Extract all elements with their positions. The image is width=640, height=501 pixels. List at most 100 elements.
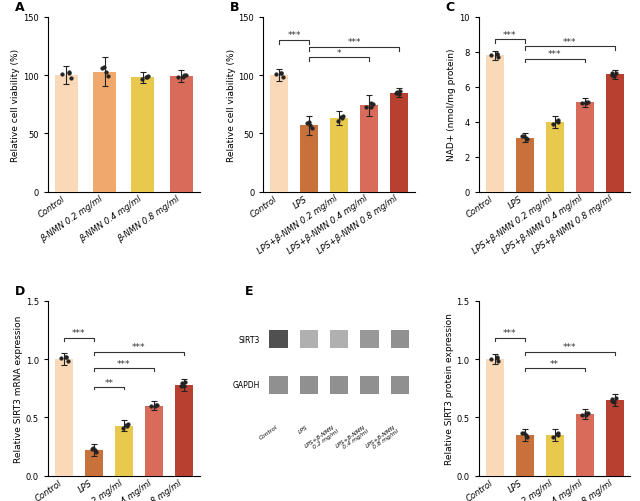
Point xyxy=(396,88,406,96)
Point xyxy=(607,72,617,80)
Text: *: * xyxy=(337,49,342,58)
Bar xyxy=(360,106,378,192)
Point xyxy=(337,115,348,123)
Point xyxy=(552,431,563,439)
Bar xyxy=(330,376,348,394)
Point xyxy=(609,398,620,406)
Text: ***: *** xyxy=(348,38,361,47)
Text: **: ** xyxy=(104,378,113,387)
Text: LPS+β-NMN
0.2 mg/ml: LPS+β-NMN 0.2 mg/ml xyxy=(304,423,339,452)
Point xyxy=(92,448,102,456)
Point xyxy=(307,125,317,133)
Point xyxy=(179,383,189,391)
Text: C: C xyxy=(445,1,454,14)
Point xyxy=(173,74,183,82)
Point xyxy=(63,357,73,365)
Point xyxy=(101,69,111,77)
Bar xyxy=(170,77,193,192)
Point xyxy=(607,397,617,405)
Text: ***: *** xyxy=(287,31,301,40)
Bar xyxy=(605,75,623,192)
Bar xyxy=(545,435,564,476)
Point xyxy=(99,64,109,72)
Point xyxy=(366,100,376,108)
Point xyxy=(178,74,188,82)
Text: B: B xyxy=(230,1,239,14)
Point xyxy=(121,421,131,429)
Point xyxy=(522,136,532,144)
Point xyxy=(581,411,591,419)
Y-axis label: Relative SIRT3 mRNA expression: Relative SIRT3 mRNA expression xyxy=(14,315,23,462)
Point xyxy=(581,100,591,108)
Bar xyxy=(360,331,379,348)
Point xyxy=(177,380,187,388)
Point xyxy=(57,71,67,79)
Point xyxy=(122,422,132,430)
Point xyxy=(520,431,531,439)
Point xyxy=(519,429,529,437)
Point xyxy=(64,70,74,78)
Point xyxy=(493,54,504,62)
Point xyxy=(392,88,402,96)
Bar xyxy=(93,72,116,192)
Bar xyxy=(516,138,534,192)
Bar xyxy=(300,376,318,394)
Point xyxy=(88,444,99,452)
Point xyxy=(333,117,343,125)
Text: **: ** xyxy=(550,359,559,368)
Bar xyxy=(391,376,409,394)
Point xyxy=(609,73,620,81)
Bar xyxy=(269,376,287,394)
Point xyxy=(577,100,587,108)
Point xyxy=(548,121,559,129)
Point xyxy=(492,354,502,362)
Text: LPS+β-NMN
0.4 mg/ml: LPS+β-NMN 0.4 mg/ml xyxy=(335,423,369,452)
Point xyxy=(176,382,186,390)
Point xyxy=(61,354,71,362)
Point xyxy=(276,70,287,78)
Bar xyxy=(131,78,154,192)
Bar xyxy=(270,76,288,192)
Bar xyxy=(486,359,504,476)
Text: D: D xyxy=(15,284,25,297)
Text: ***: *** xyxy=(132,343,145,352)
Point xyxy=(581,98,591,106)
Point xyxy=(152,401,163,409)
Point xyxy=(150,401,161,409)
Bar xyxy=(360,376,379,394)
Point xyxy=(492,354,502,362)
Point xyxy=(522,433,532,441)
Point xyxy=(142,74,152,82)
Bar xyxy=(575,103,593,192)
Y-axis label: Relative SIRT3 protein expression: Relative SIRT3 protein expression xyxy=(445,313,454,464)
Point xyxy=(611,394,621,402)
Bar xyxy=(330,119,348,192)
Point xyxy=(553,117,563,125)
Point xyxy=(486,355,497,363)
Point xyxy=(276,70,287,78)
Point xyxy=(143,72,153,80)
Point xyxy=(581,409,591,417)
Text: LPS+β-NMN
0.8 mg/ml: LPS+β-NMN 0.8 mg/ml xyxy=(365,423,400,452)
Point xyxy=(553,429,563,437)
Point xyxy=(493,357,504,365)
Bar xyxy=(145,406,163,476)
Point xyxy=(517,133,527,141)
Bar xyxy=(175,385,193,476)
Point xyxy=(391,90,401,98)
Point xyxy=(303,119,314,127)
Point xyxy=(362,104,372,112)
Point xyxy=(607,395,618,403)
Bar xyxy=(545,123,564,192)
Point xyxy=(90,446,100,454)
Point xyxy=(552,119,563,127)
Bar xyxy=(575,414,593,476)
Point xyxy=(492,51,502,59)
Point xyxy=(583,409,593,417)
Bar xyxy=(605,400,623,476)
Text: ***: *** xyxy=(548,50,561,59)
Point xyxy=(520,134,531,142)
Point xyxy=(552,430,562,438)
Point xyxy=(66,75,76,83)
Point xyxy=(552,118,562,126)
